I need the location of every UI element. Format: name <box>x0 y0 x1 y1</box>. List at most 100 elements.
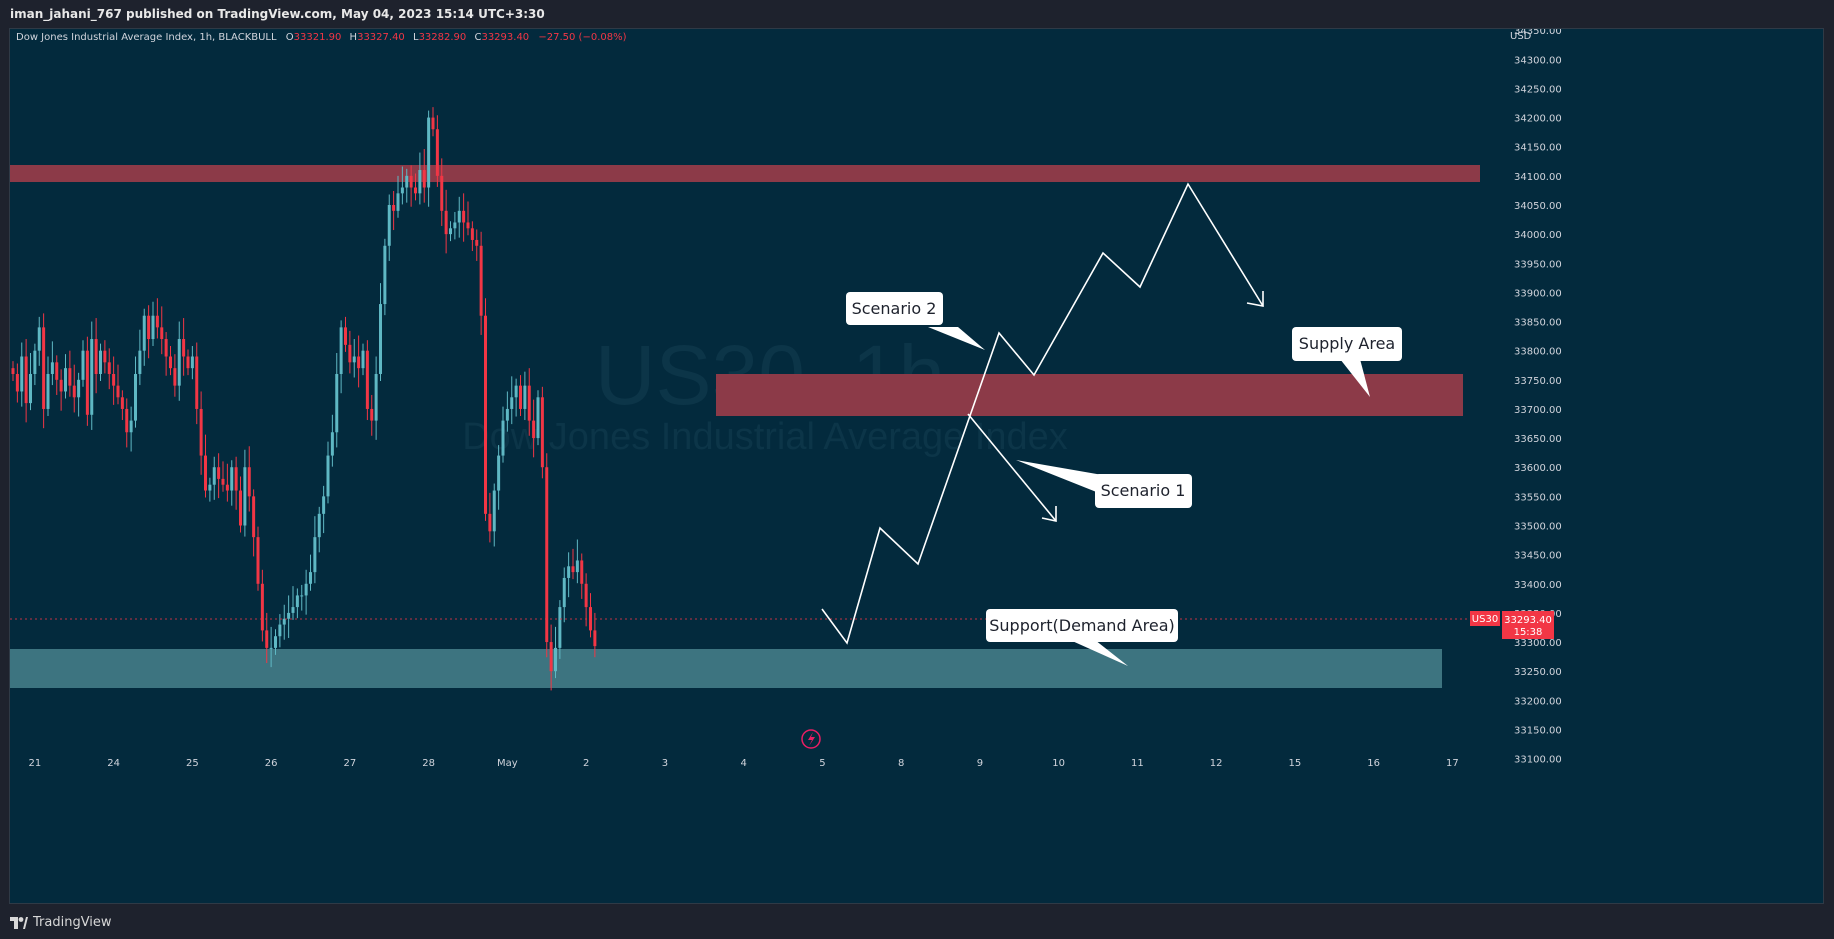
price-tick-label: 33200.00 <box>1514 696 1562 707</box>
candle-body <box>50 362 54 374</box>
candles <box>11 107 597 691</box>
last-price-marker[interactable]: US30 33293.40 15:38 <box>1470 611 1554 639</box>
candle-body <box>129 420 133 433</box>
price-tick-label: 33550.00 <box>1514 492 1562 503</box>
candle-body <box>418 170 422 194</box>
candle-body <box>580 560 584 584</box>
candle-body <box>33 350 37 374</box>
candle-body <box>379 304 382 374</box>
watermark-name: Dow Jones Industrial Average Index <box>462 416 1068 458</box>
candle-body <box>147 315 151 340</box>
candle-body <box>291 607 295 613</box>
candle-body <box>501 420 505 456</box>
time-scale[interactable]: 21 24 25 26 27 28 May 2 3 4 5 8 9 10 11 12 15 16 17 <box>29 758 1459 769</box>
candle-body <box>142 315 146 351</box>
candle-body <box>252 496 256 538</box>
candle-body <box>326 455 330 497</box>
price-tick-label: 33700.00 <box>1514 405 1562 416</box>
callout-supply-area[interactable]: Supply Area <box>1292 327 1402 397</box>
candle-body <box>72 385 76 398</box>
candle-body <box>256 537 260 584</box>
price-tick-label: 34150.00 <box>1514 143 1562 154</box>
time-tick-label: 16 <box>1367 758 1380 769</box>
last-price-countdown: 15:38 <box>1514 627 1543 638</box>
candle-body <box>387 204 391 246</box>
candle-body <box>549 642 553 672</box>
price-tick-label: 33750.00 <box>1514 376 1562 387</box>
supply-zone-middle[interactable] <box>716 374 1463 416</box>
last-price-symbol: US30 <box>1472 614 1498 625</box>
candle-body <box>282 618 286 625</box>
price-tick-label: 33250.00 <box>1514 667 1562 678</box>
candle-body <box>392 204 396 211</box>
price-tick-label: 33150.00 <box>1514 725 1562 736</box>
price-tick-label: 33650.00 <box>1514 434 1562 445</box>
projected-path-main[interactable] <box>821 182 1264 645</box>
callout-scenario1[interactable]: Scenario 1 <box>1016 460 1192 508</box>
legend[interactable]: Dow Jones Industrial Average Index, 1h, … <box>16 32 627 43</box>
candle-body <box>330 432 334 456</box>
callout-support-text: Support(Demand Area) <box>989 616 1175 635</box>
alert-icon[interactable] <box>801 729 821 749</box>
candle-body <box>230 467 234 491</box>
candle-body <box>195 356 199 409</box>
candle-body <box>396 193 400 211</box>
chart-svg[interactable]: US30, 1h Dow Jones Industrial Average In… <box>10 29 1824 904</box>
candle-body <box>173 368 177 386</box>
price-tick-label: 33800.00 <box>1514 347 1562 358</box>
candle-body <box>383 245 387 305</box>
price-tick-label: 34050.00 <box>1514 201 1562 212</box>
time-tick-label: 10 <box>1052 758 1065 769</box>
callout-scenario2[interactable]: Scenario 2 <box>846 292 985 350</box>
tradingview-logo[interactable]: TradingView <box>10 915 112 930</box>
callout-supply-text: Supply Area <box>1299 334 1395 353</box>
candle-body <box>444 210 448 235</box>
price-tick-label: 34100.00 <box>1514 172 1562 183</box>
candle-body <box>120 397 124 409</box>
time-tick-label: 27 <box>344 758 357 769</box>
candle-body <box>567 566 571 578</box>
candle-body <box>453 222 457 229</box>
candle-body <box>357 356 361 369</box>
candle-body <box>186 356 190 369</box>
candle-body <box>370 408 374 421</box>
time-tick-label: May <box>497 758 518 769</box>
candle-body <box>554 647 557 672</box>
candle-body <box>409 175 413 188</box>
candle-body <box>199 408 203 456</box>
price-tick-label: 33500.00 <box>1514 522 1562 533</box>
footer: TradingView <box>0 905 1834 939</box>
candle-body <box>138 350 142 374</box>
candle-body <box>234 467 238 491</box>
candle-body <box>309 572 312 584</box>
publish-header: iman_jahani_767 published on TradingView… <box>0 0 1834 28</box>
price-tick-label: 34350.00 <box>1514 29 1562 37</box>
candle-body <box>46 373 50 409</box>
supply-zone-upper[interactable] <box>10 165 1480 182</box>
legend-o-label: O <box>286 32 294 43</box>
candle-body <box>510 397 514 409</box>
candle-body <box>304 583 308 596</box>
candle-body <box>112 373 116 386</box>
arrowhead-scenario1 <box>1041 506 1057 522</box>
price-tick-label: 33850.00 <box>1514 318 1562 329</box>
candle-body <box>484 315 487 514</box>
demand-zone[interactable] <box>10 649 1442 688</box>
callout-support[interactable]: Support(Demand Area) <box>986 609 1178 666</box>
candle-body <box>208 484 212 491</box>
candle-body <box>177 339 181 386</box>
price-scale[interactable]: USD 33100.00 33150.00 33200.00 33250.00 3330… <box>1510 29 1562 766</box>
candle-body <box>42 327 46 409</box>
price-tick-label: 33400.00 <box>1514 580 1562 591</box>
projected-path-scenario1[interactable] <box>967 413 1057 522</box>
candle-body <box>505 408 509 421</box>
legend-h-label: H <box>350 32 358 43</box>
candle-body <box>523 385 527 409</box>
price-tick-label: 34000.00 <box>1514 230 1562 241</box>
candle-body <box>536 397 540 439</box>
candle-body <box>243 467 247 526</box>
chart-pane[interactable]: US30, 1h Dow Jones Industrial Average In… <box>9 28 1824 904</box>
candle-body <box>295 595 299 608</box>
publish-line: iman_jahani_767 published on TradingView… <box>10 7 545 21</box>
candle-body <box>265 630 269 648</box>
